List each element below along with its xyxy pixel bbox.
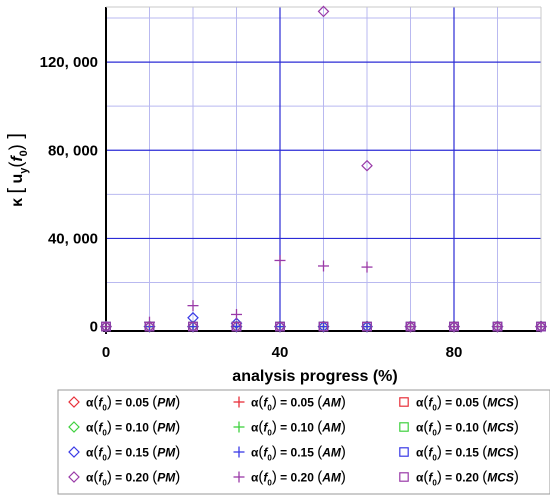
- legend-marker: [233, 396, 245, 408]
- legend-item: α(f0) = 0.20 (MCS): [399, 469, 519, 488]
- series-mcs-020: [101, 321, 546, 332]
- y-axis-title-part: 0: [18, 150, 30, 156]
- y-axis-title-part: u: [9, 174, 26, 188]
- legend-item: α(f0) = 0.20 (AM): [233, 469, 346, 488]
- legend-label: α(f0) = 0.05 (MCS): [416, 394, 519, 413]
- axes: [103, 6, 542, 334]
- data-point: [187, 300, 199, 312]
- legend-label: α(f0) = 0.15 (AM): [251, 444, 346, 463]
- x-tick-label: 0: [102, 344, 110, 361]
- y-tick-label: 0: [90, 319, 98, 336]
- y-tick-label: 40, 000: [48, 230, 98, 247]
- y-axis-title-part: ): [6, 144, 26, 150]
- grid: [106, 7, 541, 331]
- legend-item: α(f0) = 0.15 (PM): [68, 444, 180, 463]
- tick-labels: 0 40 80 0 40, 000 80, 000 120, 000: [40, 54, 463, 361]
- legend-label: α(f0) = 0.20 (MCS): [416, 469, 519, 488]
- data-marks: [100, 5, 547, 333]
- legend-item: α(f0) = 0.15 (AM): [233, 444, 346, 463]
- x-tick-label: 40: [272, 344, 289, 361]
- data-point: [362, 321, 372, 332]
- data-point: [101, 321, 111, 332]
- y-tick-label: 80, 000: [48, 142, 98, 159]
- legend-marker: [68, 421, 80, 433]
- x-tick-label: 80: [446, 344, 463, 361]
- data-point: [492, 321, 503, 332]
- legend-label: α(f0) = 0.05 (PM): [86, 394, 180, 413]
- legend-label: α(f0) = 0.20 (AM): [251, 469, 346, 488]
- data-point: [318, 321, 329, 332]
- legend-item: α(f0) = 0.10 (PM): [68, 419, 180, 438]
- legend-marker: [233, 446, 245, 458]
- legend-marker: [233, 471, 245, 483]
- data-point: [231, 321, 242, 332]
- legend-marker: [233, 421, 245, 433]
- legend: α(f0) = 0.05 (PM) α(f0) = 0.10 (PM) α(f0) …: [57, 389, 550, 495]
- legend-item: α(f0) = 0.05 (PM): [68, 394, 180, 413]
- legend-label: α(f0) = 0.10 (PM): [86, 419, 180, 438]
- data-point: [536, 321, 546, 332]
- legend-item: α(f0) = 0.15 (MCS): [399, 444, 519, 463]
- data-point: [361, 261, 373, 273]
- legend-item: α(f0) = 0.10 (MCS): [399, 419, 519, 438]
- legend-item: α(f0) = 0.05 (AM): [233, 394, 346, 413]
- legend-marker: [399, 422, 409, 432]
- legend-label: α(f0) = 0.05 (AM): [251, 394, 346, 413]
- data-point: [274, 254, 286, 266]
- legend-label: α(f0) = 0.15 (MCS): [416, 444, 519, 463]
- data-point: [317, 5, 330, 18]
- data-point: [144, 321, 155, 332]
- data-point: [361, 159, 373, 172]
- y-axis-title-part: f: [9, 155, 26, 162]
- legend-label: α(f0) = 0.20 (PM): [86, 469, 180, 488]
- legend-marker: [399, 472, 409, 482]
- legend-marker: [68, 471, 80, 483]
- data-point: [188, 321, 198, 332]
- legend-item: α(f0) = 0.20 (PM): [68, 469, 180, 488]
- legend-marker: [68, 396, 80, 408]
- legend-item: α(f0) = 0.10 (AM): [233, 419, 346, 438]
- data-point: [405, 321, 416, 332]
- data-point: [318, 260, 329, 272]
- y-axis-title-part: κ: [9, 194, 26, 207]
- y-axis-title: κ [ uy(f0) ]: [5, 133, 30, 207]
- legend-item: α(f0) = 0.05 (MCS): [399, 394, 519, 413]
- legend-marker: [399, 447, 409, 457]
- legend-box: [57, 389, 550, 495]
- legend-marker: [68, 446, 80, 458]
- legend-label: α(f0) = 0.10 (AM): [251, 419, 346, 438]
- y-axis-title-part: ]: [5, 133, 27, 144]
- y-axis-title-part: [: [5, 188, 27, 194]
- y-tick-label: 120, 000: [40, 54, 98, 71]
- y-axis-title-text: κ [ uy(f0) ]: [5, 133, 30, 207]
- x-axis-title: analysis progress (%): [232, 368, 397, 385]
- y-axis-title-part: (: [6, 162, 26, 168]
- data-point: [231, 308, 242, 320]
- y-axis-title-part: y: [18, 167, 30, 174]
- data-point: [275, 321, 285, 332]
- data-point: [449, 321, 459, 332]
- legend-label: α(f0) = 0.10 (MCS): [416, 419, 519, 438]
- legend-label: α(f0) = 0.15 (PM): [86, 444, 180, 463]
- legend-marker: [399, 397, 409, 407]
